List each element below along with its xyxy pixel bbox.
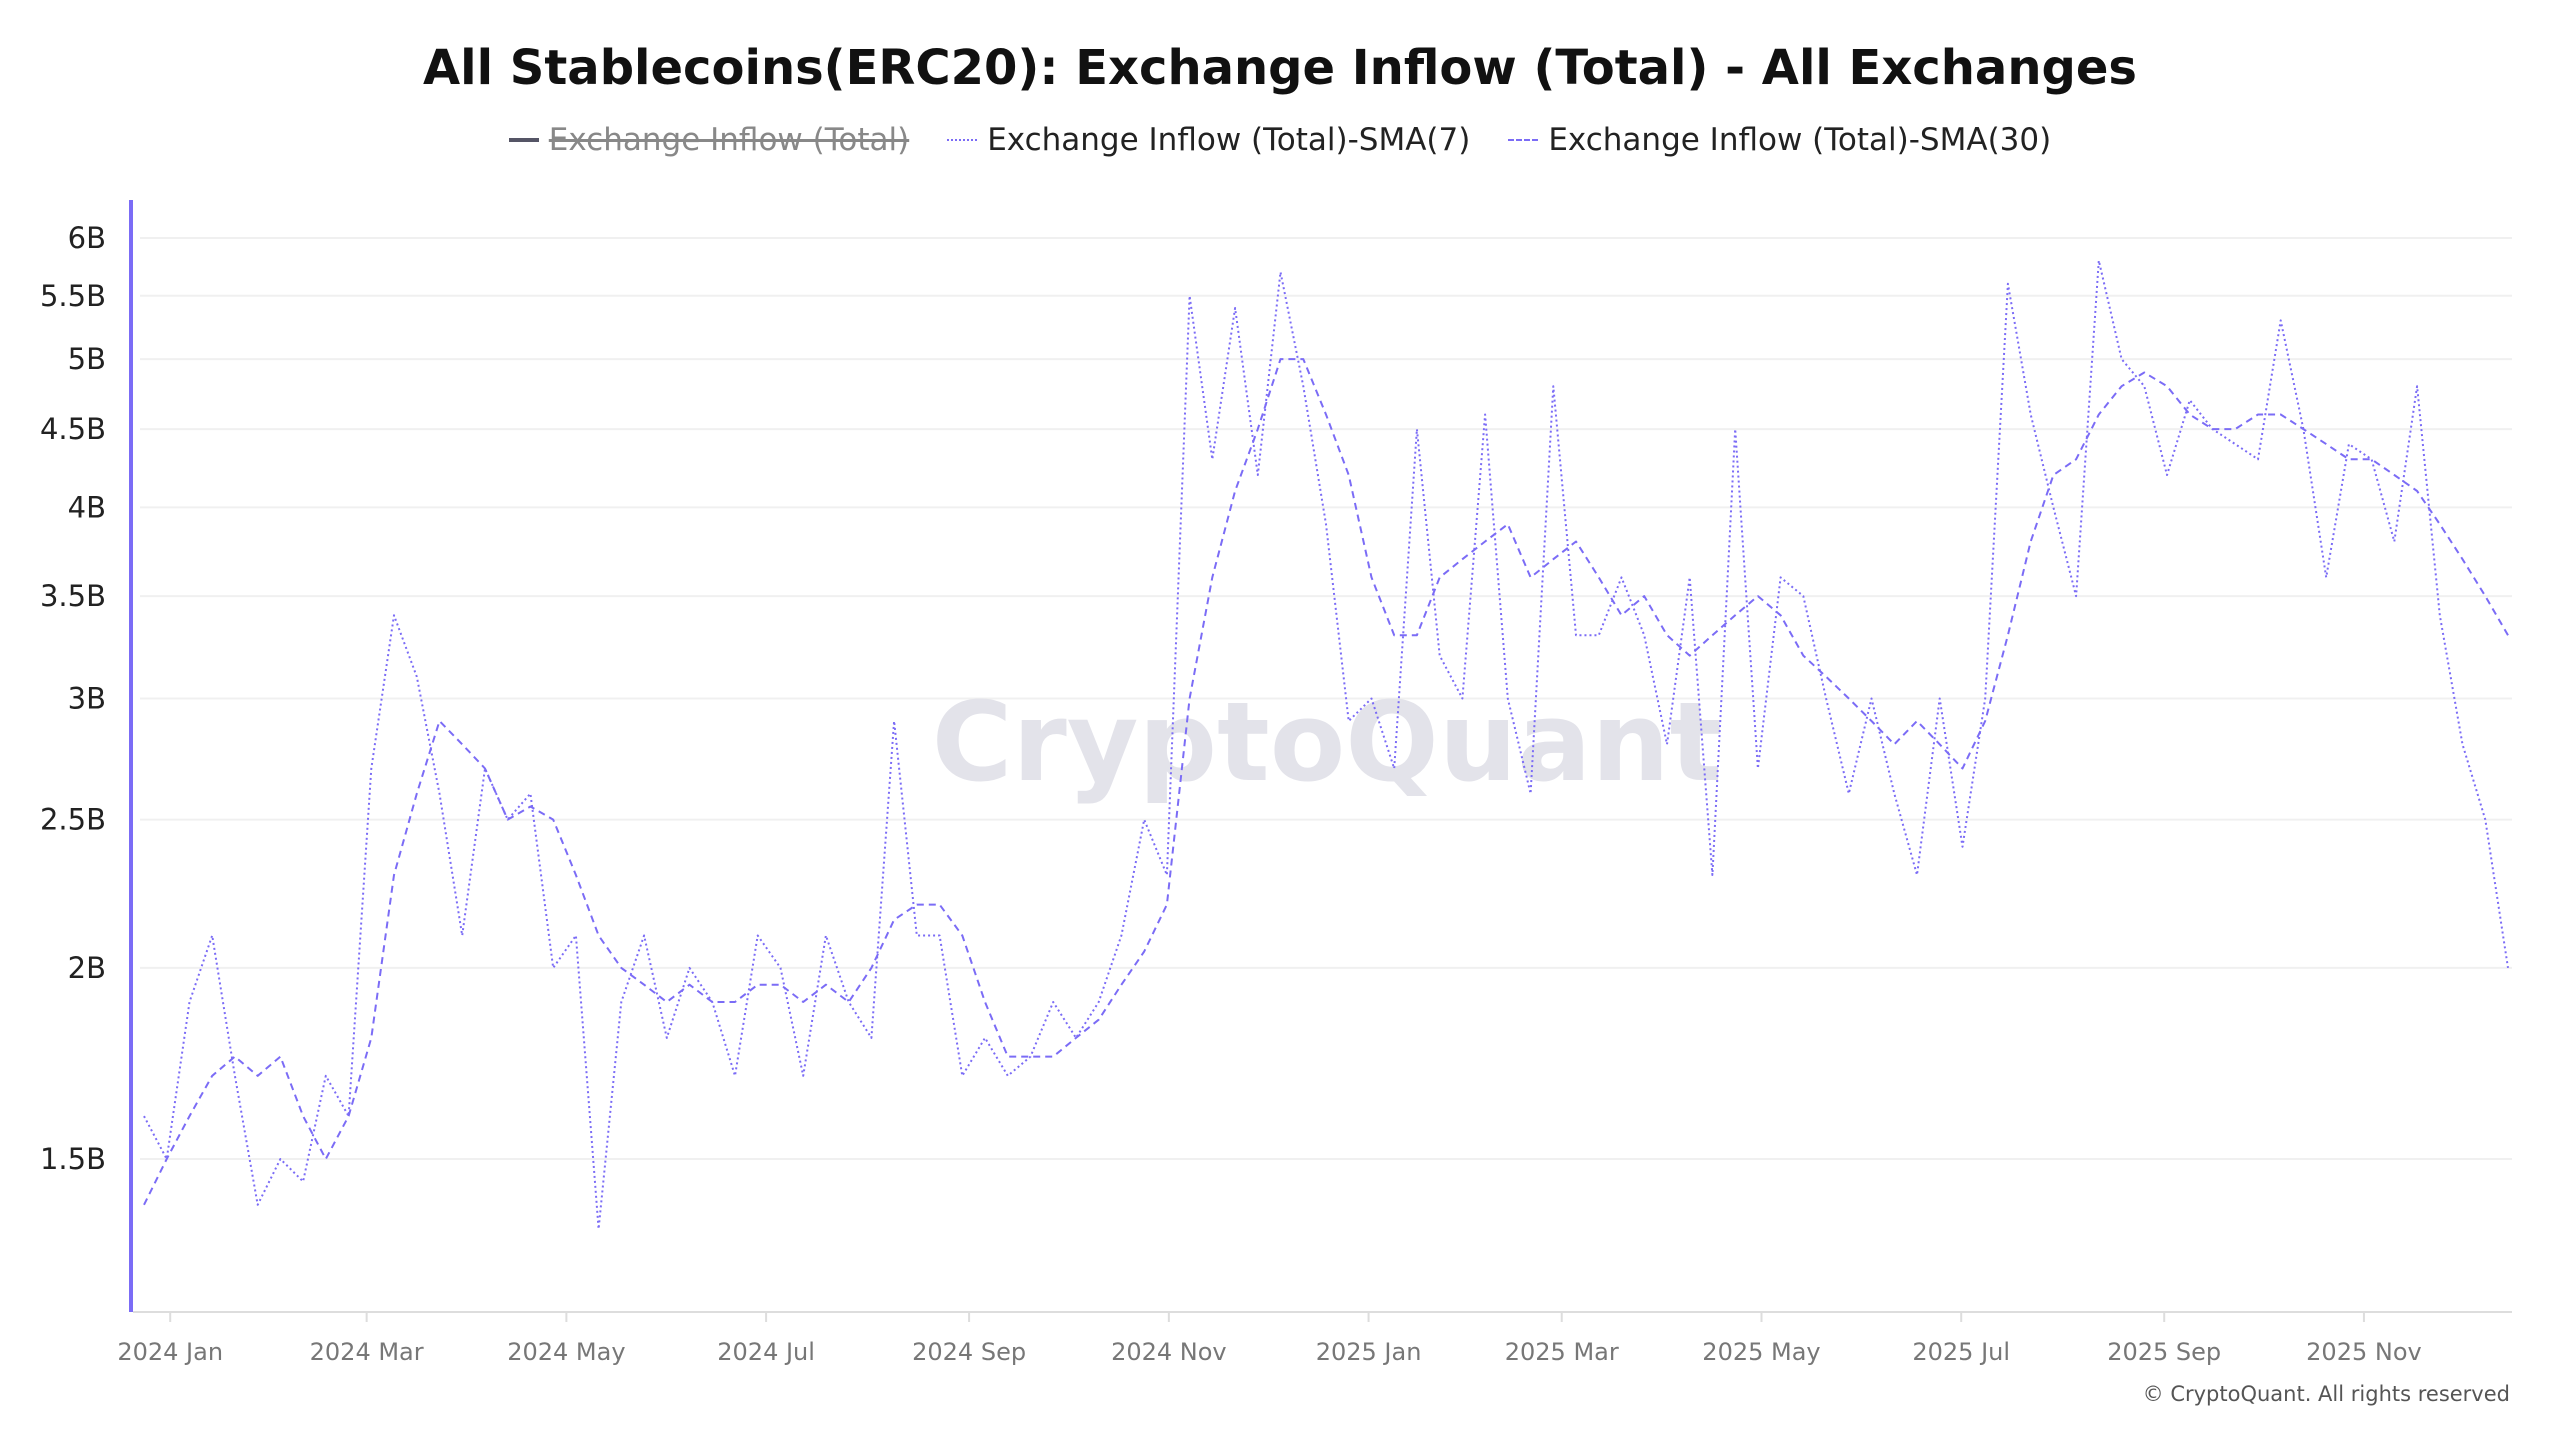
y-axis-labels: 1.5B 2B 2.5B 3B 3.5B 4B 4.5B 5B 5.5B 6B [40, 221, 106, 1176]
legend-swatch-solid [508, 138, 539, 142]
y-tick-label: 4.5B [40, 412, 106, 446]
y-tick-label: 2B [68, 951, 106, 985]
y-tick-label: 5B [68, 342, 106, 376]
grid-lines [140, 237, 2512, 1160]
x-tick-label: 2024 Sep [912, 1338, 1026, 1366]
legend-item-inflow-total[interactable]: Exchange Inflow (Total) [508, 122, 910, 158]
legend-label: Exchange Inflow (Total)-SMA(30) [1548, 122, 2052, 158]
x-tick-label: 2025 May [1702, 1338, 1820, 1366]
legend-label: Exchange Inflow (Total)-SMA(7) [987, 122, 1471, 158]
x-tick-label: 2024 Jul [717, 1338, 815, 1366]
series-lines [143, 259, 2509, 1230]
series-line-sma7 [143, 259, 2509, 1230]
legend: Exchange Inflow (Total) Exchange Inflow … [0, 122, 2560, 158]
y-tick-label: 3.5B [40, 579, 106, 613]
x-tick-label: 2024 May [507, 1338, 625, 1366]
y-tick-label: 2.5B [40, 803, 106, 837]
x-tick-label: 2025 Sep [2107, 1338, 2221, 1366]
y-tick-label: 3B [68, 682, 106, 716]
x-tick-label: 2025 Jul [1912, 1338, 2010, 1366]
x-tick-label: 2024 Mar [310, 1338, 424, 1366]
legend-label: Exchange Inflow (Total) [548, 122, 910, 158]
chart-title: All Stablecoins(ERC20): Exchange Inflow … [423, 40, 2137, 96]
x-tick-label: 2025 Mar [1505, 1338, 1619, 1366]
copyright-footer: © CryptoQuant. All rights reserved [2142, 1382, 2510, 1406]
watermark-logo: CryptoQuant [932, 678, 1723, 806]
legend-swatch-dashed [1508, 139, 1539, 141]
x-tick-label: 2025 Nov [2306, 1338, 2422, 1366]
legend-item-sma7[interactable]: Exchange Inflow (Total)-SMA(7) [947, 122, 1470, 158]
legend-item-sma30[interactable]: Exchange Inflow (Total)-SMA(30) [1508, 122, 2051, 158]
legend-swatch-dotted [947, 139, 978, 141]
y-tick-label: 6B [68, 221, 106, 255]
x-tick-label: 2024 Nov [1111, 1338, 1227, 1366]
y-tick-label: 1.5B [40, 1142, 106, 1176]
x-tick-label: 2024 Jan [117, 1338, 223, 1366]
x-tick-label: 2025 Jan [1316, 1338, 1422, 1366]
series-line-sma30 [143, 358, 2509, 1206]
y-tick-label: 5.5B [40, 279, 106, 313]
x-axis-labels: 2024 Jan 2024 Mar 2024 May 2024 Jul 2024 Sep… [117, 1312, 2422, 1366]
y-tick-label: 4B [68, 490, 106, 524]
